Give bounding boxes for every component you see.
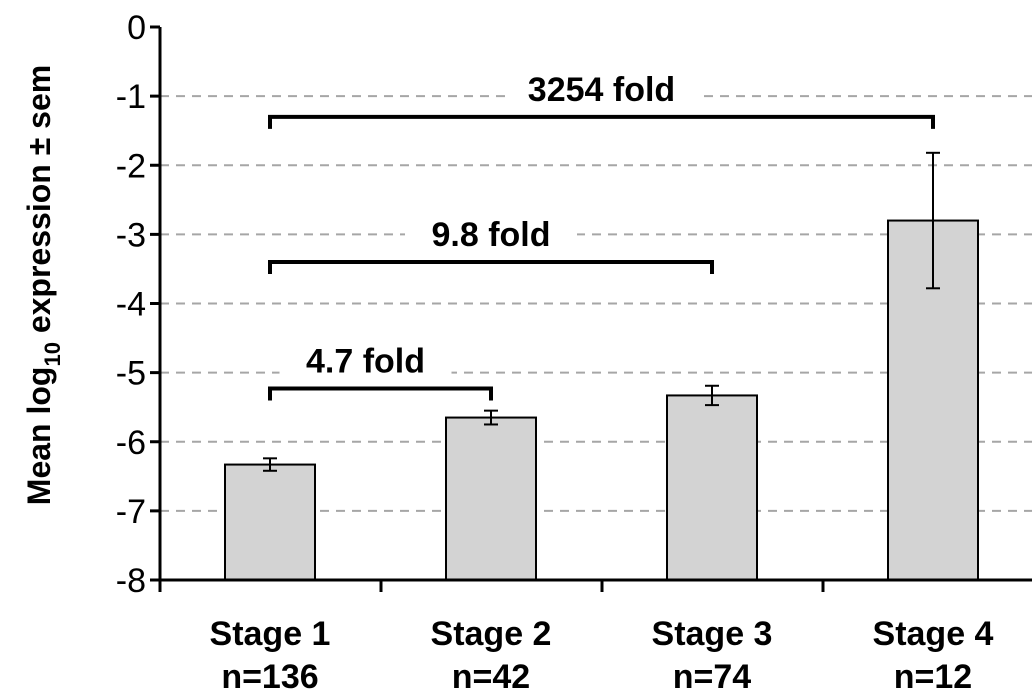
bar-2 [445,416,537,581]
category-label: Stage 2 [431,615,552,653]
fold-label-2: 9.8 fold [431,216,550,254]
y-tick-label: -3 [116,216,146,254]
y-tick-label: 0 [127,9,146,47]
fold-label-bg [405,214,577,255]
category-n-label: n=74 [673,658,752,692]
y-tick-label: -7 [116,493,146,531]
y-tick-label: -6 [116,424,146,462]
fold-bracket-1 [268,386,493,401]
fold-label-1: 4.7 fold [306,343,425,381]
y-tick-label: -8 [116,562,146,600]
fold-label-bg [279,340,452,381]
bar-1 [224,463,316,581]
category-label: Stage 1 [210,615,331,653]
axes: 0 -1 -2 -3 -4 -5 -6 -7 -8 Stage 1 n=136 Stage 2 n=42… [116,9,1032,692]
y-tick-label: -4 [116,286,146,324]
bar-3 [666,394,758,581]
bars [224,219,979,582]
error-bars [263,151,940,472]
category-label: Stage 4 [873,615,994,653]
category-n-label: n=42 [452,658,530,692]
category-n-label: n=136 [221,658,318,692]
fold-label-bg [506,68,697,109]
y-tick-label: -5 [116,355,146,393]
category-n-label: n=12 [894,658,972,692]
fold-bracket-2 [268,260,714,275]
annotations: 4.7 fold 9.8 fold 3254 fold [268,68,935,401]
y-tick-label: -2 [116,147,146,185]
y-axis-label: Mean log10 expression ± sem [21,65,65,505]
y-tick-label: -1 [116,78,146,116]
category-label: Stage 3 [652,615,773,653]
fold-label-3: 3254 fold [528,71,675,109]
fold-bracket-3 [268,114,935,129]
